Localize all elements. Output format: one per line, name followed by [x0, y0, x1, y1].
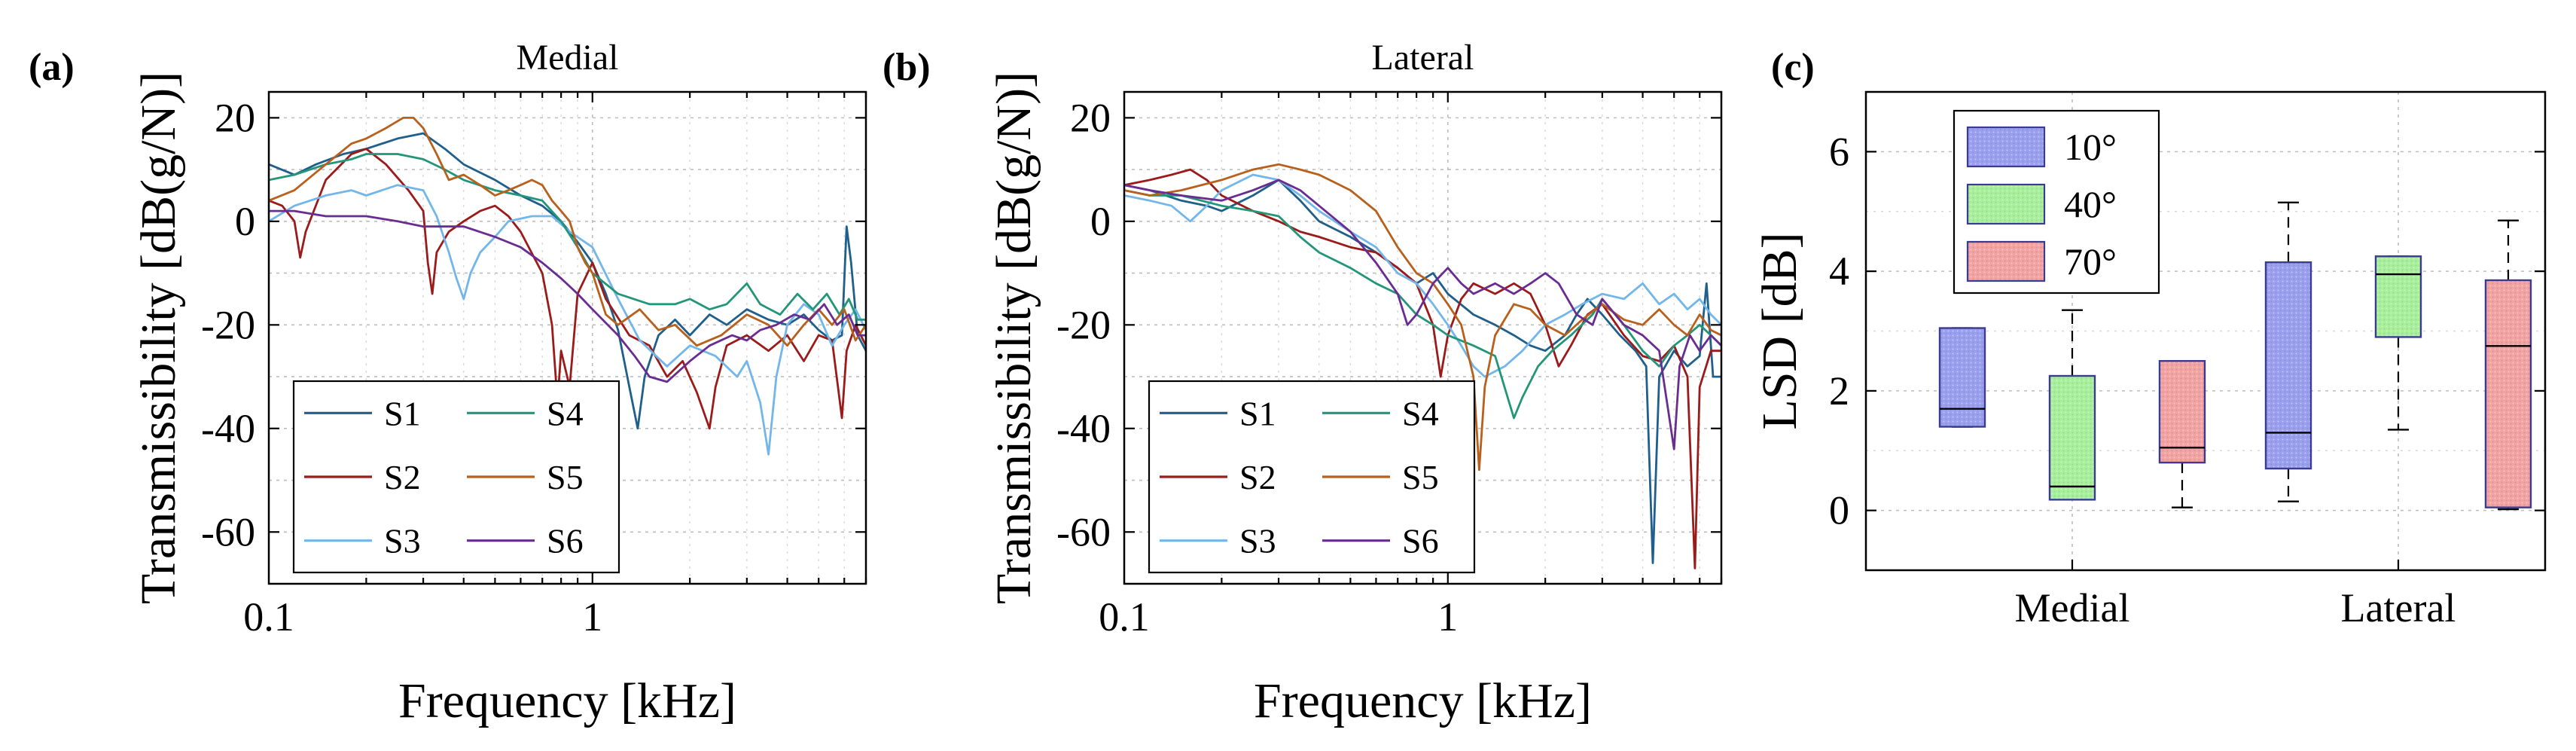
legend-label-s1: S1	[1239, 394, 1276, 432]
box-medial-1	[2048, 309, 2096, 501]
curves-group	[269, 117, 866, 456]
legend-label-s1: S1	[384, 394, 421, 432]
panel-c-lsd-boxplot: 0 2 4 6 Medial Lateral (c) LSD [dB] 10° 40° 70°	[1752, 46, 2547, 630]
y-axis-title: LSD [dB]	[1752, 232, 1807, 429]
y-tick-label: 6	[1829, 129, 1849, 174]
series-line-s6	[269, 209, 866, 383]
panel-title: Medial	[517, 38, 619, 78]
legend-label-s6: S6	[1402, 522, 1439, 560]
y-tick-label: -20	[201, 302, 255, 347]
series-line-s2	[269, 148, 866, 430]
legend-label-2: 70°	[2064, 240, 2117, 282]
panel-label: (c)	[1771, 46, 1815, 89]
legend-label-s5: S5	[547, 458, 584, 496]
box-lateral-2	[2484, 219, 2532, 511]
x-tick-label: 0.1	[1099, 594, 1150, 640]
legend-swatch-0	[1966, 126, 2046, 168]
y-tick-label: 0	[235, 199, 255, 244]
series-line-s3	[1124, 173, 1721, 378]
legend-label-s4: S4	[1402, 394, 1439, 432]
legend-label-s3: S3	[1239, 522, 1276, 560]
box-rect	[2374, 255, 2422, 338]
x-axis-title: Frequency [kHz]	[398, 673, 736, 728]
legend-label-s6: S6	[547, 522, 584, 560]
x-tick-label: 1	[582, 594, 602, 640]
box-rect	[2264, 261, 2312, 470]
panel-label: (b)	[883, 46, 931, 89]
legend-label-s5: S5	[1402, 458, 1439, 496]
legend-label-s4: S4	[547, 394, 584, 432]
y-tick-label: 0	[1829, 488, 1849, 533]
box-rect	[1938, 327, 1986, 428]
legend-label-s2: S2	[384, 458, 421, 496]
y-tick-label: 0	[1090, 199, 1111, 244]
legend: S1 S2 S3 S4 S5 S6	[1148, 380, 1476, 574]
y-axis-title: Transmissibility [dB(g/N)]	[131, 72, 186, 604]
y-tick-label: -40	[201, 406, 255, 451]
box-medial-0	[1938, 327, 1986, 428]
y-tick-label: -60	[201, 509, 255, 554]
series-line-s4	[269, 153, 866, 321]
x-tick-label: 0.1	[243, 594, 294, 640]
series-line-s3	[269, 184, 866, 456]
legend-label-0: 10°	[2064, 126, 2117, 168]
x-axis-title: Frequency [kHz]	[1254, 673, 1592, 728]
y-axis-title: Transmissibility [dB(g/N)]	[986, 72, 1041, 604]
series-line-s1	[1124, 179, 1721, 564]
box-lateral-0	[2264, 201, 2312, 502]
box-rect	[2158, 359, 2206, 464]
panel-a-medial: 0.1 1 20 0 -20 -40 -60 (a) Medial Frequency [kHz]…	[29, 38, 867, 728]
y-tick-label: -20	[1056, 302, 1111, 347]
panel-title: Lateral	[1372, 38, 1474, 78]
legend-swatch-2	[1966, 240, 2046, 282]
plot-frame	[267, 90, 867, 585]
plot-frame	[1123, 90, 1723, 585]
series-line-s6	[1124, 179, 1721, 450]
y-tick-label: 20	[215, 95, 255, 140]
box-lateral-1	[2374, 255, 2422, 431]
plot-frame	[1864, 90, 2547, 572]
series-line-s1	[269, 132, 866, 430]
x-category-label: Medial	[2015, 585, 2130, 630]
y-tick-label: 2	[1829, 368, 1849, 414]
y-tick-label: 4	[1829, 249, 1849, 294]
legend: S1 S2 S3 S4 S5 S6	[292, 380, 620, 574]
box-rect	[2048, 374, 2096, 501]
box-rect	[2484, 279, 2532, 508]
series-line-s4	[1124, 189, 1721, 420]
y-tick-label: -60	[1056, 509, 1111, 554]
panel-label: (a)	[29, 46, 75, 89]
y-tick-label: 20	[1070, 95, 1111, 140]
legend-swatch-1	[1966, 183, 2046, 225]
legend-label-s3: S3	[384, 522, 421, 560]
box-medial-2	[2158, 359, 2206, 508]
curves-group	[1124, 163, 1721, 569]
series-line-s5	[1124, 163, 1721, 472]
legend-label-1: 40°	[2064, 183, 2117, 225]
panel-b-lateral: 0.1 1 20 0 -20 -40 -60 (b) Lateral Frequency [kHz…	[883, 38, 1723, 728]
x-tick-label: 1	[1437, 594, 1458, 640]
legend-label-s2: S2	[1239, 458, 1276, 496]
series-line-s2	[1124, 168, 1721, 569]
y-tick-label: -40	[1056, 406, 1111, 451]
x-category-label: Lateral	[2341, 585, 2456, 630]
series-line-s5	[269, 117, 866, 347]
legend: 10° 40° 70°	[1953, 109, 2160, 295]
